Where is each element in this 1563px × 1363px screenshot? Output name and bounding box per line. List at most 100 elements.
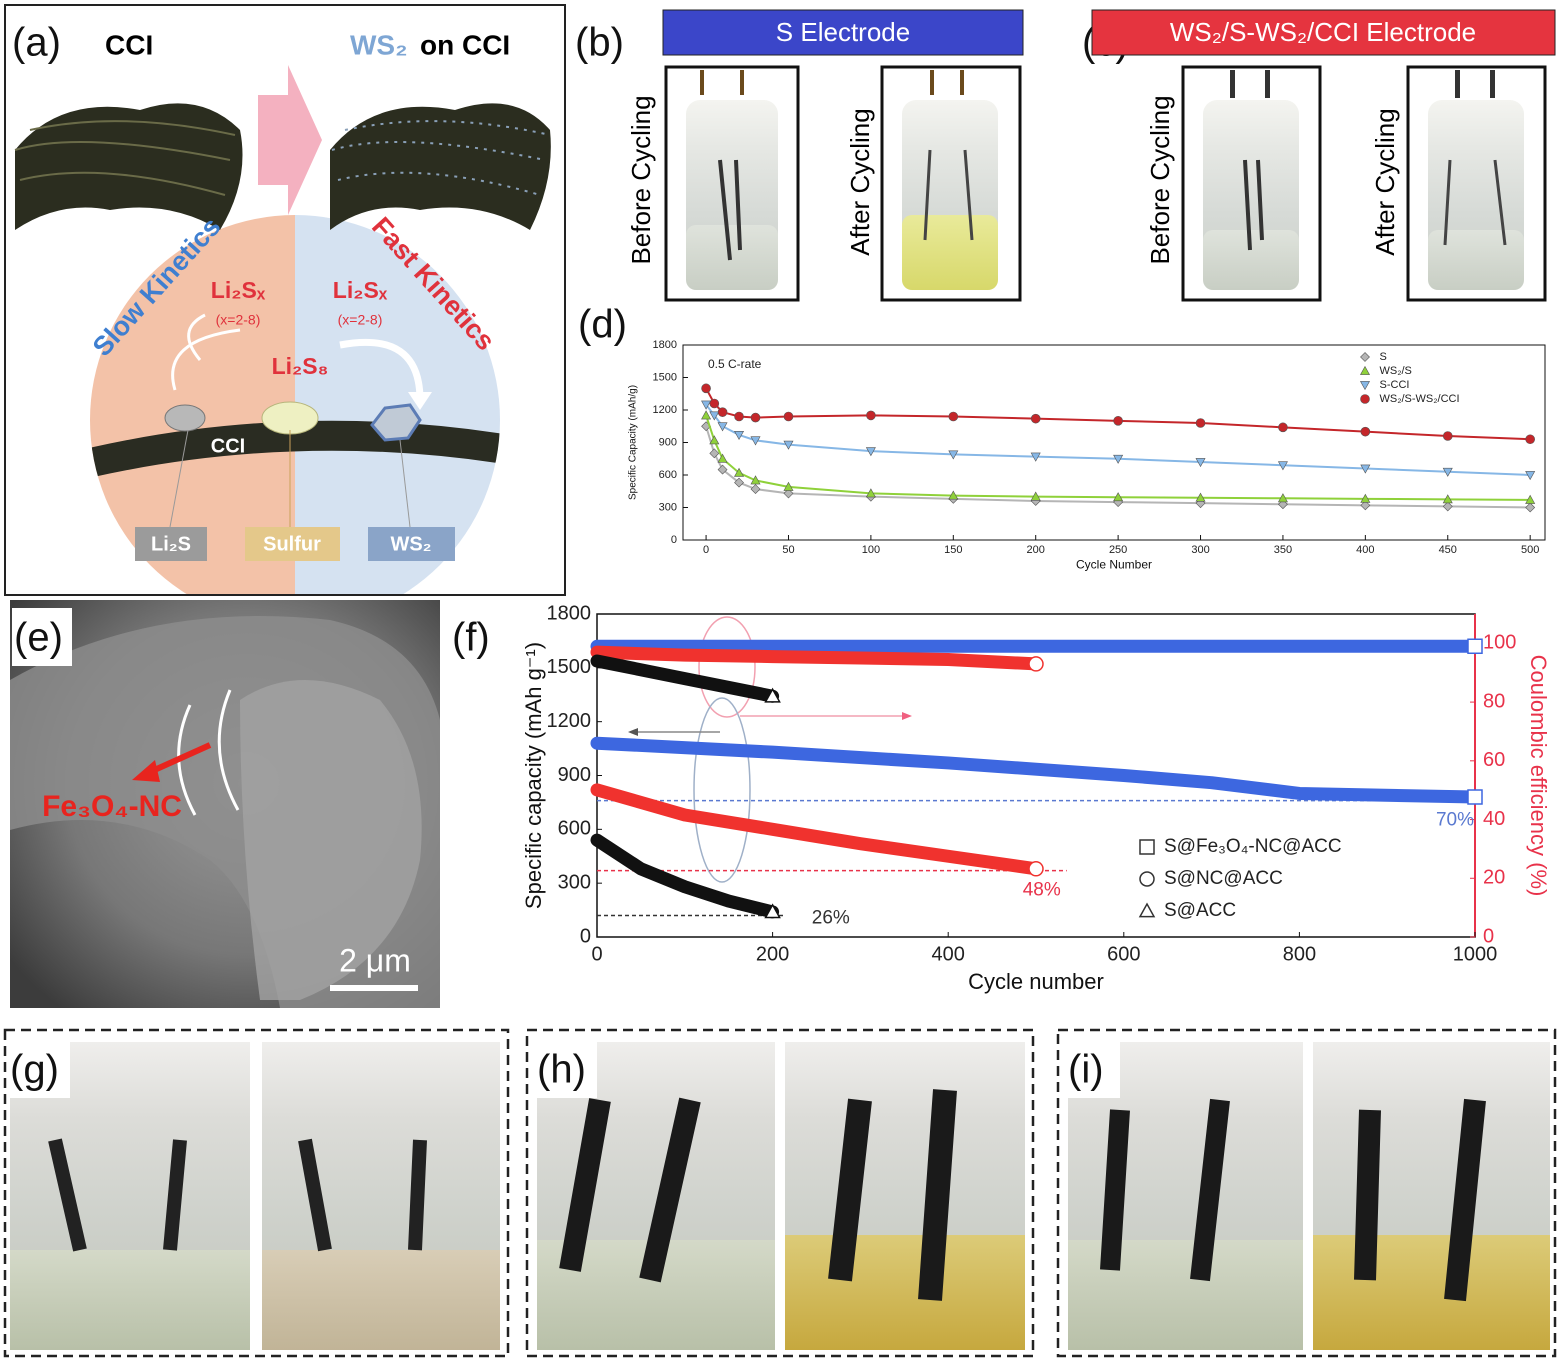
y-tick-label: 300 [659,501,677,513]
legend-label: S@NC@ACC [1164,868,1283,889]
species-range: (x=2-8) [338,312,383,328]
y-tick-label: 1800 [653,339,677,351]
marker [1195,492,1206,502]
marker [1030,491,1041,501]
highlight-ellipse [693,697,751,883]
box-label: Sulfur [263,533,321,555]
photo-label: Before Cycling [626,95,656,264]
cycle-arrow [339,338,424,401]
pin [1265,70,1270,98]
marker [1442,501,1453,512]
pin [930,70,934,95]
marker [717,407,728,417]
callout-line [399,439,411,528]
x-tick-label: 400 [932,943,965,965]
species-range: (x=2-8) [216,312,261,328]
panel-label: (i) [1068,1048,1104,1092]
marker [1525,502,1536,513]
liquid [10,1250,250,1350]
title-bar [1091,9,1556,56]
legend-label: S-CCI [1380,379,1410,391]
marker [750,484,761,495]
x-axis-label: Cycle Number [1076,557,1152,571]
pin [1455,70,1460,98]
marker [701,410,712,420]
photo-label: Before Cycling [1145,95,1175,264]
marker [701,400,712,410]
marker [1277,493,1288,503]
marker [1360,464,1371,474]
x-tick-label: 200 [756,943,789,965]
liquid [1428,230,1524,290]
electrode [559,1097,701,1283]
ws2-fabric [330,103,551,230]
x-tick-label: 1000 [1453,943,1498,965]
x-tick-label: 150 [944,544,962,556]
fabric-texture [331,120,551,196]
panel-b: (b) S Electrode Before Cycling After Cyc… [575,9,1024,302]
x-tick-label: 500 [1521,544,1539,556]
marker [1195,418,1206,428]
scale-bar [330,985,418,991]
title-left: CCI [105,29,153,60]
marker [1030,413,1041,424]
y-tick-label: 0 [580,925,591,947]
y2-axis-label: Coulombic efficiency (%) [1526,655,1551,897]
y-tick-label: 300 [558,871,591,893]
annotation: 0.5 C-rate [708,357,762,371]
highlight-ellipse [698,616,756,718]
legend-marker [1138,902,1156,918]
marker [750,475,761,485]
end-marker [764,687,781,703]
panel-title: S Electrode [776,17,910,47]
fiber-label: CCI [211,435,245,457]
species-label: Li₂Sₓ [211,277,266,303]
marker [1442,431,1453,441]
x-axis-label: Cycle number [968,969,1104,994]
marker [1525,434,1535,445]
panel-label: (e) [14,616,63,660]
y-axis-label: Specific capacity (mAh g⁻¹) [521,642,546,909]
panels-ghi: (g) (h) (i) [3,1028,1557,1358]
y-tick-label: 900 [558,764,591,786]
cycle-arrow [171,328,241,391]
x-tick-label: 50 [782,544,794,556]
y2-tick-label: 0 [1483,925,1494,947]
electrode [298,1138,427,1252]
chart: (f)0 200 400 600 800 100003006009001200150018… [452,602,1551,994]
arrow-head [628,728,638,736]
x-tick-label: 350 [1274,544,1292,556]
marker [865,488,876,498]
marker [783,488,794,499]
liquid [686,225,778,290]
y2-tick-label: 20 [1483,867,1505,889]
marker [1113,454,1124,464]
y-tick-label: 600 [558,818,591,840]
legend-label: WS₂/S [1380,365,1412,377]
series-band [590,833,780,919]
dashed-frame [1056,1028,1557,1358]
marker [866,410,876,421]
marker [948,411,959,422]
series-band [590,645,1043,671]
photo-label: After Cycling [845,108,875,255]
marker [948,450,959,460]
reference-label: 70% [1436,810,1474,831]
cci-fabric [15,103,243,230]
panel-label: (b) [575,21,624,65]
label-box [135,527,207,561]
label-bg [1066,1040,1120,1098]
label-box [368,527,455,561]
electrode [1354,1098,1486,1302]
marker [709,398,720,409]
marker [709,448,720,459]
legend-label: S@ACC [1164,900,1236,921]
x-tick-label: 0 [591,943,602,965]
panel-label: (g) [10,1048,59,1092]
pin [1490,70,1495,98]
marker [783,411,794,422]
marker [1525,471,1536,481]
panel-label: (a) [12,21,61,65]
fiber-end [240,680,422,1000]
